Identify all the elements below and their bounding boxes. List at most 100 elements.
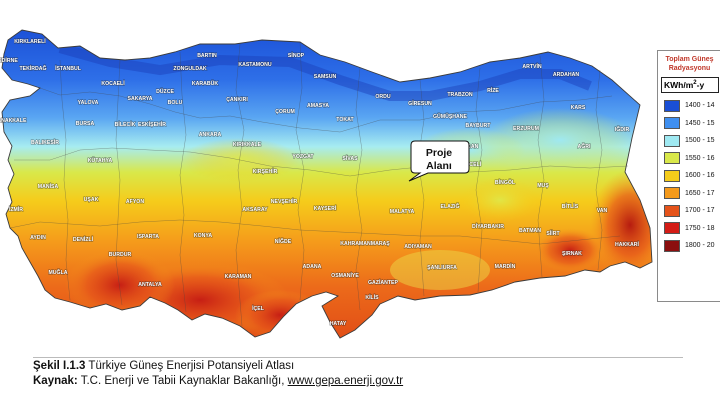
legend-label: 1650 - 17 [685,189,715,197]
province-label: KAYSERİ [314,205,337,212]
legend-item: 1400 - 14 [664,97,720,115]
legend-unit-suffix: -y [696,80,705,90]
legend-item: 1650 - 17 [664,185,720,203]
province-label: ELAZIĞ [440,202,459,210]
province-label: KAHRAMANMARAŞ [340,241,390,247]
legend-item: 1800 - 20 [664,237,720,255]
legend-swatch [664,152,680,165]
province-label: KİLİS [365,294,379,301]
province-label: SİİRT [546,230,560,237]
province-label: KOCAELİ [101,80,125,87]
province-label: AFYON [126,199,144,205]
province-label: GİRESUN [408,100,432,107]
legend-title-line-2: Radyasyonu [668,65,711,72]
legend-swatch [664,134,680,147]
legend-swatch [664,239,680,252]
province-label: BİTLİS [562,203,579,210]
source-text: T.C. Enerji ve Tabii Kaynaklar Bakanlığı… [77,375,288,387]
province-label: ESKİŞEHİR [138,121,166,128]
legend-label: 1750 - 18 [685,224,715,232]
legend-swatch [664,169,680,182]
province-label: YOZGAT [292,154,314,160]
province-label: BİNGÖL [495,179,516,186]
province-label: BALIKESİR [31,139,59,146]
province-label: KARABÜK [192,80,218,87]
project-area-callout [408,140,470,182]
province-label: HATAY [330,321,347,327]
legend-swatch [664,222,680,235]
figure-caption: Şekil I.1.3 Türkiye Güneş Enerjisi Potan… [33,359,403,374]
province-label: AĞRI [578,142,592,150]
province-label: ÇANAKKALE [0,118,27,124]
province-label: GAZİANTEP [368,279,399,286]
province-label: ERZURUM [513,126,539,132]
province-label: MARDİN [495,263,516,270]
province-label: İZMİR [9,206,23,213]
callout-line-1: Proje [425,147,453,159]
province-label: İÇEL [252,305,265,312]
legend-unit-sup: 2 [693,80,697,87]
province-label: ARTVİN [522,63,542,70]
legend-swatch [664,117,680,130]
province-label: MANİSA [38,183,59,190]
legend: Toplam Güneş Radyasyonu KWh/m2-y 1400 - … [657,50,720,302]
province-label: KARAMAN [225,274,252,280]
legend-rows: 1400 - 14 1450 - 15 1500 - 15 1550 - 16 1600… [658,97,720,255]
province-label: SAMSUN [314,74,337,80]
province-label: KONYA [194,233,213,239]
legend-swatch [664,99,680,112]
province-label: OSMANİYE [331,272,359,279]
province-label: AKSARAY [242,207,268,213]
province-label: BİLECİK [115,121,136,128]
province-label: KIRIKKALE [233,142,262,148]
legend-unit: KWh/m2-y [661,77,719,93]
legend-swatch [664,187,680,200]
legend-item: 1500 - 15 [664,132,720,150]
source-link[interactable]: www.gepa.enerji.gov.tr [287,375,404,387]
province-label: ISPARTA [137,234,159,240]
province-label: MUĞLA [48,268,67,276]
province-label: AMASYA [307,103,329,109]
legend-label: 1600 - 16 [685,172,715,180]
caption: Şekil I.1.3 Türkiye Güneş Enerjisi Potan… [33,359,403,389]
legend-item: 1550 - 16 [664,150,720,168]
province-label: SAKARYA [128,96,153,102]
province-label: KIRŞEHİR [253,168,278,175]
province-label: DİYARBAKIR [472,223,504,230]
province-label: NİĞDE [275,237,292,245]
province-label: SİVAS [342,155,358,162]
province-label: MALATYA [390,209,415,215]
legend-title-line-1: Toplam Güneş [665,56,714,63]
province-label: IĞDIR [615,125,630,133]
province-label: MUŞ [537,183,549,189]
legend-label: 1450 - 15 [685,119,715,127]
caption-divider [33,357,683,358]
legend-label: 1700 - 17 [685,207,715,215]
province-label: HAKKARİ [615,241,639,248]
province-label: VAN [597,208,608,214]
province-label: TEKİRDAĞ [19,64,46,72]
province-label: DÜZCE [156,88,174,95]
legend-item: 1450 - 15 [664,115,720,133]
province-label: SİNOP [288,52,305,59]
legend-label: 1400 - 14 [685,102,715,110]
province-label: DENİZLİ [73,236,94,243]
province-label: ÇANKIRI [226,97,248,103]
province-label: YALOVA [78,100,99,106]
province-label: BURDUR [109,252,132,258]
legend-item: 1600 - 16 [664,167,720,185]
source-label: Kaynak: [33,375,78,387]
province-label: TOKAT [336,117,354,123]
province-label: BATMAN [519,228,541,234]
source-caption: Kaynak: T.C. Enerji ve Tabii Kaynaklar B… [33,374,403,389]
legend-item: 1700 - 17 [664,202,720,220]
legend-label: 1800 - 20 [685,242,715,250]
province-label: AYDIN [30,235,46,241]
province-label: ARDAHAN [553,72,579,78]
province-label: ORDU [375,94,391,100]
province-label: ZONGULDAK [173,66,206,72]
project-area-label: Proje Alanı [414,147,464,173]
province-label: BURSA [76,121,95,127]
province-label: KASTAMONU [238,62,272,68]
